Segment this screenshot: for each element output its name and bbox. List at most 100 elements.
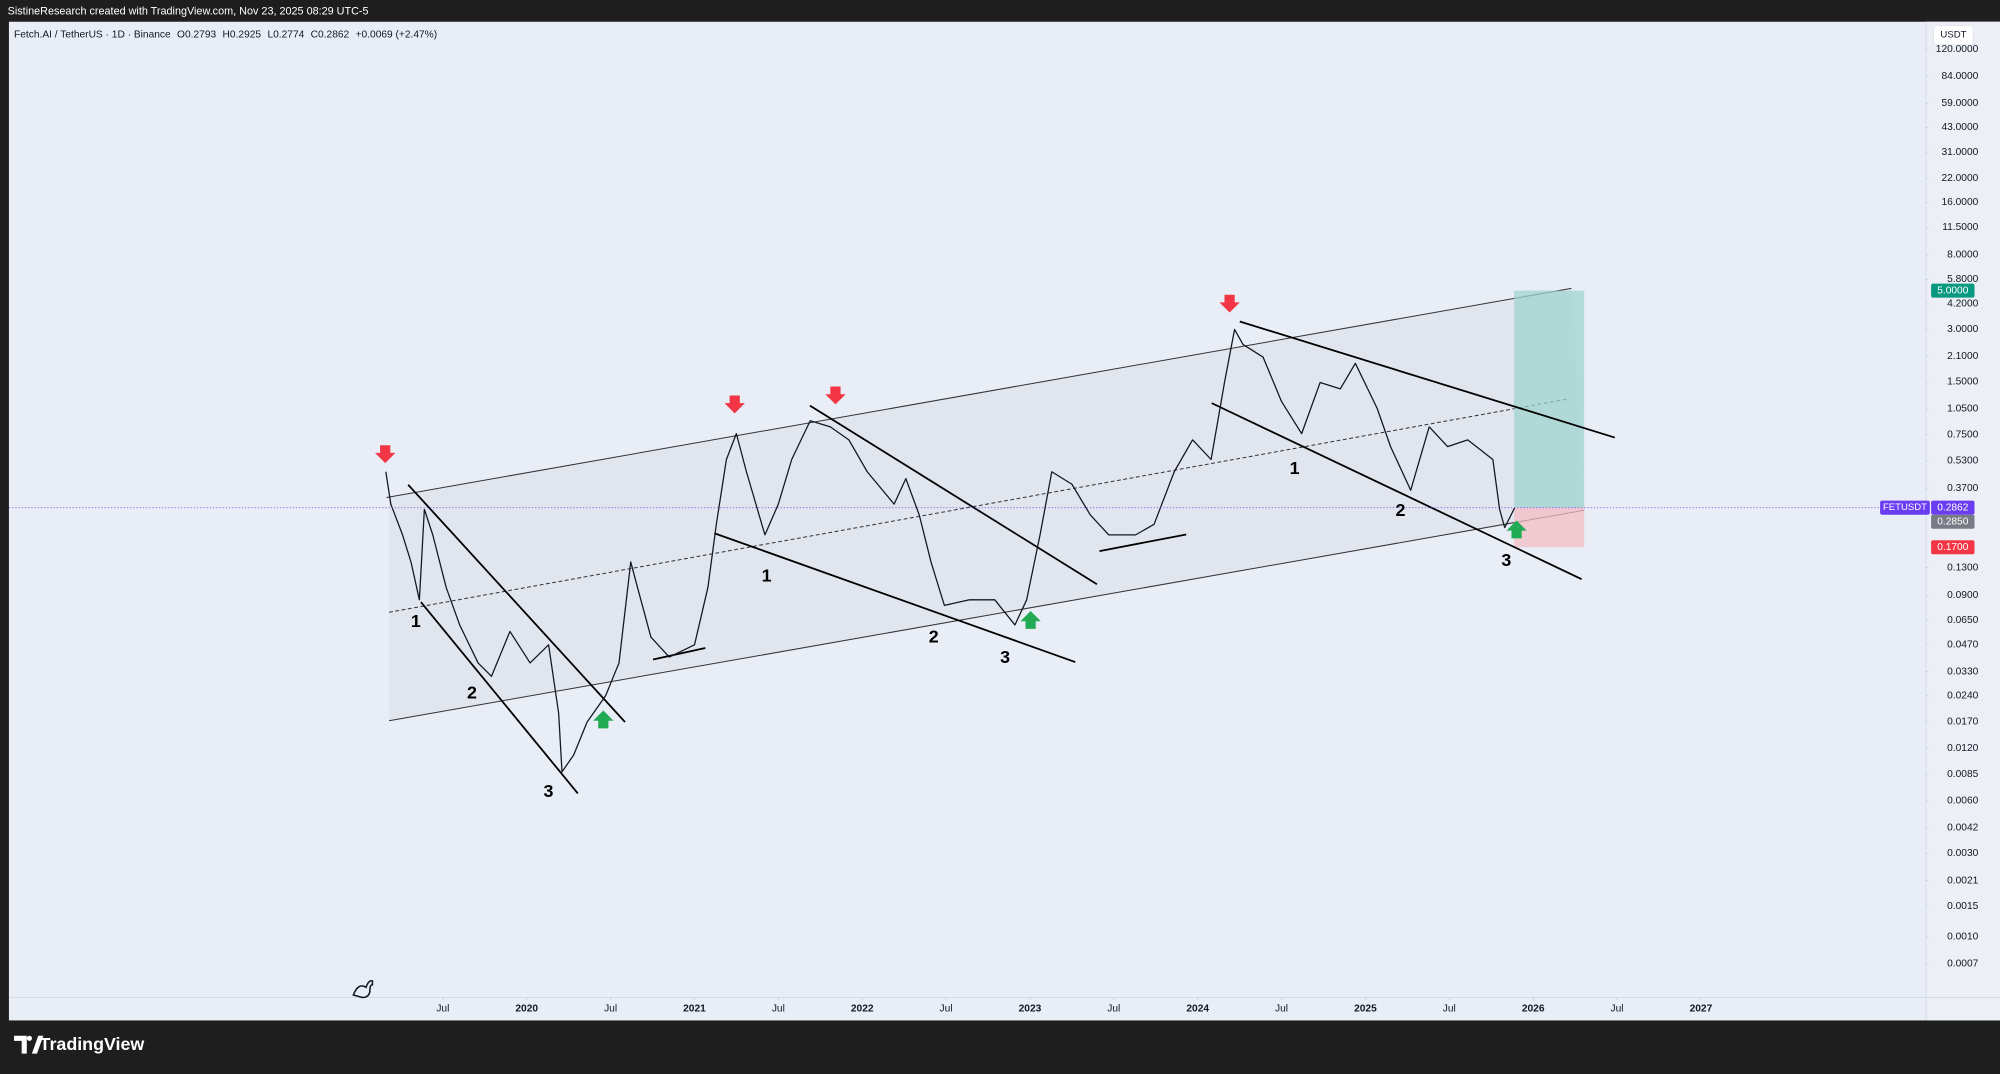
trend-line — [809, 404, 1098, 586]
price-tag-label: 5.0000 — [1937, 285, 1968, 296]
profit-zone — [1514, 290, 1585, 508]
x-tick-label: Jul — [436, 1004, 449, 1015]
y-tick-label: 0.0085 — [1947, 769, 1978, 780]
y-tick-label: 5.8000 — [1947, 274, 1978, 285]
x-tick-label: 2021 — [683, 1004, 706, 1015]
price-tag — [1931, 540, 1975, 555]
brand-icon — [14, 1035, 44, 1054]
long-position — [1514, 290, 1585, 548]
legend-change: +0.0069 (+2.47%) — [356, 29, 438, 40]
x-tick-label: Jul — [1611, 1004, 1624, 1015]
x-tick-label: 2026 — [1522, 1004, 1545, 1015]
ohlc-value: 0.2862 — [318, 29, 349, 40]
y-tick-label: 0.0650 — [1947, 615, 1978, 626]
symbol-tag — [1880, 500, 1930, 515]
price-tag — [1931, 500, 1975, 515]
header-title: SistineResearch created with TradingView… — [8, 5, 369, 17]
bottom-bar — [0, 1020, 2000, 1069]
x-tick-label: 2023 — [1019, 1004, 1042, 1015]
x-tick-label: Jul — [604, 1004, 617, 1015]
y-tick-label: 0.5300 — [1947, 456, 1978, 467]
y-tick-label: 31.0000 — [1941, 147, 1978, 158]
price-tag — [1931, 514, 1975, 529]
currency-box — [1933, 25, 1974, 46]
x-tick-label: Jul — [772, 1004, 785, 1015]
currency-label: USDT — [1940, 30, 1966, 41]
logo-icon — [352, 979, 374, 999]
wave-label: 3 — [1501, 550, 1511, 570]
ohlc-label: H — [223, 29, 230, 40]
channel-upper — [386, 287, 1572, 499]
y-tick-label: 59.0000 — [1941, 98, 1978, 109]
y-tick-label: 0.0120 — [1947, 743, 1978, 754]
y-tick-label: 0.0060 — [1947, 796, 1978, 807]
y-tick-label: 0.0470 — [1947, 639, 1978, 650]
sell-arrow — [825, 386, 846, 405]
ohlc-value: 0.2774 — [273, 29, 304, 40]
y-tick-label: 11.5000 — [1942, 222, 1978, 233]
price-tag-label: 0.2862 — [1937, 502, 1968, 513]
ohlc-label: C — [311, 29, 318, 40]
y-tick-label: 0.0030 — [1947, 848, 1978, 859]
trend-line — [652, 647, 706, 661]
y-tick-label: 8.0000 — [1947, 250, 1978, 261]
wave-label: 1 — [762, 565, 772, 585]
ohlc-label: L — [267, 29, 273, 40]
trend-line — [1099, 533, 1187, 552]
wave-label: 3 — [1000, 647, 1010, 667]
wave-label: 2 — [1396, 500, 1406, 520]
top-bar — [0, 0, 2000, 22]
x-tick-label: 2024 — [1186, 1004, 1209, 1015]
ohlc-label: O — [177, 29, 185, 40]
wave-label: 3 — [544, 781, 554, 801]
y-tick-label: 0.0007 — [1947, 959, 1978, 970]
y-tick-label: 2.1000 — [1947, 351, 1978, 362]
channel-lower — [388, 509, 1585, 722]
y-tick-label: 0.0900 — [1947, 590, 1978, 601]
ohlc-value: 0.2925 — [230, 29, 261, 40]
y-tick-label: 0.7500 — [1947, 429, 1978, 440]
y-tick-label: 0.3700 — [1947, 483, 1978, 494]
sell-arrow — [375, 445, 396, 464]
y-tick-label: 0.0330 — [1947, 666, 1978, 677]
brand-name: TradingView — [40, 1034, 145, 1054]
x-tick-label: Jul — [1275, 1004, 1288, 1015]
trend-line — [1211, 402, 1583, 580]
y-tick-label: 1.0500 — [1947, 404, 1978, 415]
sell-arrow — [1219, 294, 1240, 313]
trend-line — [713, 532, 1076, 663]
x-tick-label: 2027 — [1690, 1004, 1713, 1015]
y-tick-label: 0.0010 — [1947, 932, 1978, 943]
y-tick-label: 120.0000 — [1936, 44, 1979, 55]
trend-line — [407, 484, 626, 723]
y-tick-label: 4.2000 — [1947, 299, 1978, 310]
price-tag-label: 0.1700 — [1937, 542, 1968, 553]
wave-label: 1 — [411, 611, 421, 631]
y-tick-label: 16.0000 — [1941, 197, 1978, 208]
y-tick-label: 1.5000 — [1947, 377, 1978, 388]
trend-line — [1239, 320, 1616, 439]
buy-arrow — [593, 710, 614, 729]
legend-symbol: Fetch.AI / TetherUS · 1D · Binance — [14, 29, 171, 40]
ohlc-value: 0.2793 — [185, 29, 216, 40]
wave-label: 2 — [467, 683, 477, 703]
y-tick-label: 43.0000 — [1941, 122, 1978, 133]
y-tick-label: 0.0170 — [1947, 717, 1978, 728]
y-tick-label: 0.0240 — [1947, 690, 1978, 701]
channel-mid — [388, 398, 1567, 613]
x-tick-label: 2022 — [851, 1004, 874, 1015]
y-tick-label: 0.0042 — [1947, 823, 1978, 834]
trend-line — [420, 601, 579, 794]
y-tick-label: 3.0000 — [1947, 324, 1978, 335]
buy-arrow — [1506, 520, 1527, 539]
y-tick-label: 22.0000 — [1941, 173, 1978, 184]
price-tag-label: 0.2850 — [1937, 516, 1968, 527]
y-tick-label: 0.0021 — [1947, 875, 1978, 886]
wave-label: 2 — [929, 627, 939, 647]
x-tick-label: 2025 — [1354, 1004, 1377, 1015]
legend: Fetch.AI / TetherUS · 1D · Binance O0.279… — [14, 29, 437, 40]
y-tick-label: 84.0000 — [1941, 71, 1978, 82]
sell-arrow — [724, 395, 745, 414]
wave-label: 1 — [1290, 458, 1300, 478]
